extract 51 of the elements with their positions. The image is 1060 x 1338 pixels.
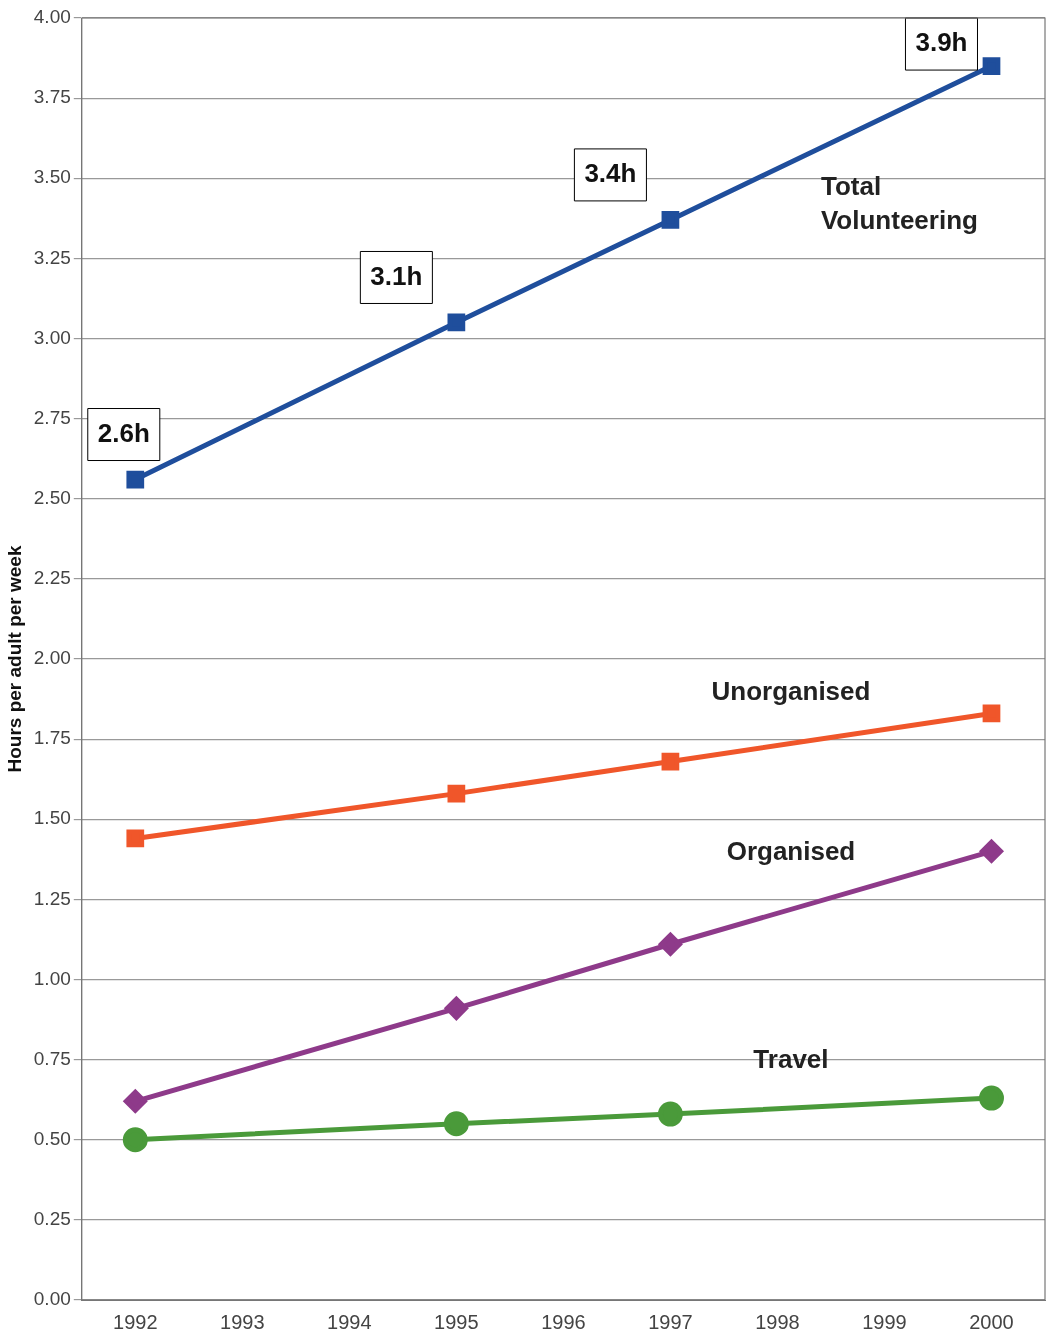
point — [982, 704, 1001, 723]
series-label: Unorganised — [711, 675, 871, 706]
y-tick-label: 2.75 — [33, 406, 71, 428]
y-tick-label: 1.50 — [33, 807, 71, 829]
point — [444, 996, 468, 1020]
y-tick-label: 0.00 — [33, 1288, 71, 1310]
y-tick-label: 2.00 — [33, 647, 71, 669]
point — [443, 1111, 469, 1137]
point — [447, 784, 466, 803]
point — [126, 470, 145, 489]
data-label: 3.9h — [915, 27, 968, 58]
x-tick-label: 1997 — [648, 1310, 693, 1333]
y-tick-label: 3.25 — [33, 246, 71, 268]
x-tick-label: 1999 — [862, 1310, 907, 1333]
x-tick-label: 1996 — [541, 1310, 586, 1333]
point — [979, 839, 1003, 863]
point — [661, 752, 680, 771]
y-tick-label: 3.75 — [33, 86, 71, 108]
x-tick-label: 2000 — [969, 1310, 1014, 1333]
data-label: 2.6h — [97, 417, 150, 448]
point — [123, 1089, 147, 1113]
y-tick-label: 4.00 — [33, 6, 71, 28]
point — [661, 211, 680, 229]
point — [122, 1127, 148, 1153]
x-tick-label: 1993 — [220, 1310, 265, 1333]
point — [658, 932, 682, 956]
x-tick-label: 1992 — [113, 1310, 158, 1333]
y-tick-label: 2.25 — [33, 567, 71, 589]
y-axis-title: Hours per adult per week — [3, 545, 25, 773]
y-tick-label: 1.00 — [33, 967, 71, 989]
x-tick-label: 1994 — [327, 1310, 372, 1333]
y-tick-label: 0.50 — [33, 1127, 71, 1149]
point — [657, 1101, 683, 1127]
point — [978, 1085, 1004, 1111]
y-tick-label: 0.75 — [33, 1047, 71, 1069]
y-tick-label: 2.50 — [33, 486, 71, 508]
point — [982, 57, 1001, 75]
y-tick-label: 0.25 — [33, 1208, 71, 1230]
y-tick-label: 1.75 — [33, 727, 71, 749]
x-tick-label: 1998 — [755, 1310, 800, 1333]
y-tick-label: 1.25 — [33, 887, 71, 909]
x-tick-label: 1995 — [434, 1310, 479, 1333]
y-tick-label: 3.00 — [33, 326, 71, 348]
series-label: Total Volunteering — [820, 171, 978, 236]
y-tick-label: 3.50 — [33, 166, 71, 188]
data-label: 3.4h — [584, 158, 637, 189]
point — [447, 313, 466, 332]
data-label: 3.1h — [370, 260, 423, 291]
series-label: Travel — [753, 1044, 829, 1075]
point — [126, 829, 145, 848]
series-label: Organised — [726, 835, 856, 866]
